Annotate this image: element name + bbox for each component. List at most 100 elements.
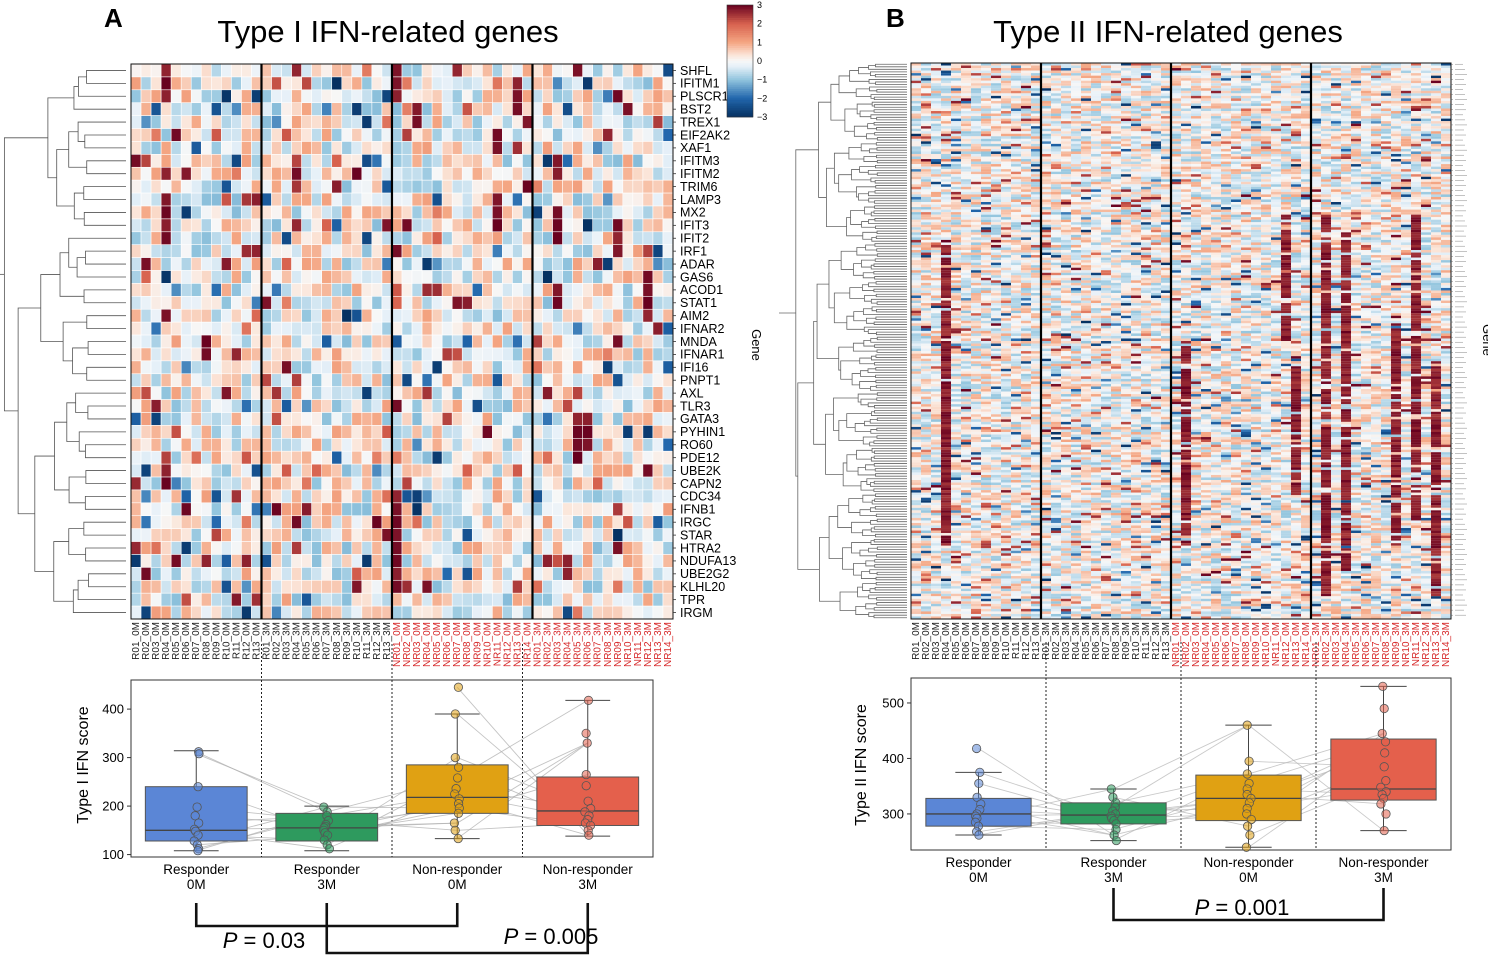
heatmap-cell <box>991 126 1002 129</box>
heatmap-cell <box>512 192 523 207</box>
heatmap-cell <box>931 131 942 134</box>
dendrogram-link <box>874 243 907 247</box>
heatmap-cell <box>612 308 624 323</box>
heatmap-cell <box>1151 121 1162 124</box>
colorbar-step <box>727 5 753 8</box>
heatmap-cell <box>552 128 563 142</box>
heatmap-cell <box>200 63 212 78</box>
heatmap-cell <box>1351 88 1362 91</box>
heatmap-cell <box>1101 65 1112 69</box>
heatmap-cell <box>1071 63 1082 66</box>
heatmap-cell <box>170 308 182 323</box>
heatmap-cell <box>301 347 313 362</box>
heatmap-cell <box>652 270 664 284</box>
heatmap-cell <box>921 116 932 119</box>
heatmap-cell <box>1261 103 1272 107</box>
heatmap-cell <box>1091 133 1102 137</box>
heatmap-cell <box>1401 63 1412 66</box>
heatmap-cell <box>190 231 202 246</box>
heatmap-cell <box>1131 73 1142 76</box>
heatmap-cell <box>1171 103 1182 107</box>
heatmap-cell <box>361 231 373 246</box>
heatmap-cell <box>1051 105 1062 109</box>
heatmap-cell <box>652 89 664 104</box>
dendrogram-link <box>862 494 876 503</box>
dendrogram-link <box>846 413 872 428</box>
gene-label: UBE2G2 <box>680 567 729 581</box>
heatmap-cell <box>1441 103 1452 107</box>
colorbar-step <box>727 27 753 30</box>
heatmap-cell <box>421 502 433 517</box>
heatmap-cell <box>492 141 503 155</box>
heatmap-cell <box>451 579 463 594</box>
heatmap-cell <box>411 283 423 297</box>
heatmap-cell <box>130 567 142 581</box>
heatmap-cell <box>502 76 513 91</box>
heatmap-cell <box>642 283 654 297</box>
heatmap-cell <box>281 489 292 504</box>
heatmap-cell <box>1371 133 1382 137</box>
heatmap-cell <box>981 73 992 76</box>
heatmap-cell <box>1201 93 1212 96</box>
heatmap-cell <box>1261 75 1272 79</box>
heatmap-cell <box>1391 95 1402 99</box>
heatmap-cell <box>200 412 212 426</box>
heatmap-cell <box>231 192 242 207</box>
heatmap-cell <box>231 270 242 284</box>
heatmap-cell <box>522 334 533 349</box>
sample-label: NR02_0M <box>402 622 413 667</box>
heatmap-cell <box>1141 78 1152 81</box>
heatmap-cell <box>572 605 584 620</box>
heatmap-cell <box>1241 78 1252 81</box>
heatmap-cell <box>1361 141 1372 144</box>
heatmap-cell <box>241 283 252 297</box>
heatmap-cell <box>562 63 573 78</box>
dendrogram-link <box>59 252 85 297</box>
heatmap-cell <box>1381 105 1392 109</box>
heatmap-cell <box>572 257 584 271</box>
heatmap-cell <box>1281 111 1292 114</box>
heatmap-cell <box>622 437 634 452</box>
heatmap-cell <box>160 528 172 542</box>
dendrogram-link <box>865 603 877 610</box>
heatmap-cell <box>1011 100 1022 104</box>
heatmap-cell <box>1301 136 1312 139</box>
heatmap-cell <box>1251 83 1262 86</box>
heatmap-cell <box>1391 118 1402 122</box>
heatmap-cell <box>471 373 483 388</box>
heatmap-cell <box>492 154 503 168</box>
heatmap-cell <box>1301 128 1312 132</box>
dendrogram-link <box>860 571 877 579</box>
heatmap-cell <box>642 502 654 517</box>
heatmap-cell <box>502 541 513 555</box>
heatmap-cell <box>562 321 573 336</box>
heatmap-cell <box>190 489 202 504</box>
heatmap-cell <box>271 554 282 568</box>
heatmap-cell <box>341 154 353 168</box>
heatmap-cell <box>911 63 922 66</box>
heatmap-cell <box>1001 116 1012 119</box>
heatmap-cell <box>150 76 162 91</box>
heatmap-cell <box>1151 98 1162 101</box>
heatmap-cell <box>1111 138 1122 142</box>
heatmap-cell <box>331 76 343 91</box>
heatmap-cell <box>140 463 152 478</box>
heatmap-cell <box>1151 136 1162 139</box>
heatmap-cell <box>200 296 212 310</box>
heatmap-cell <box>381 63 393 78</box>
dendrogram-link <box>66 402 80 442</box>
heatmap-cell <box>602 502 614 517</box>
heatmap-cell <box>592 296 604 310</box>
heatmap-cell <box>291 528 302 542</box>
heatmap-cell <box>1111 75 1122 79</box>
heatmap-cell <box>1181 148 1192 152</box>
heatmap-cell <box>371 502 383 517</box>
heatmap-cell <box>592 166 604 181</box>
heatmap-cell <box>1011 146 1022 149</box>
heatmap-cell <box>1271 128 1282 132</box>
heatmap-cell <box>652 141 664 155</box>
colorbar-step <box>727 87 753 90</box>
heatmap-cell <box>612 334 624 349</box>
heatmap-cell <box>632 592 644 607</box>
heatmap-cell <box>281 192 292 207</box>
